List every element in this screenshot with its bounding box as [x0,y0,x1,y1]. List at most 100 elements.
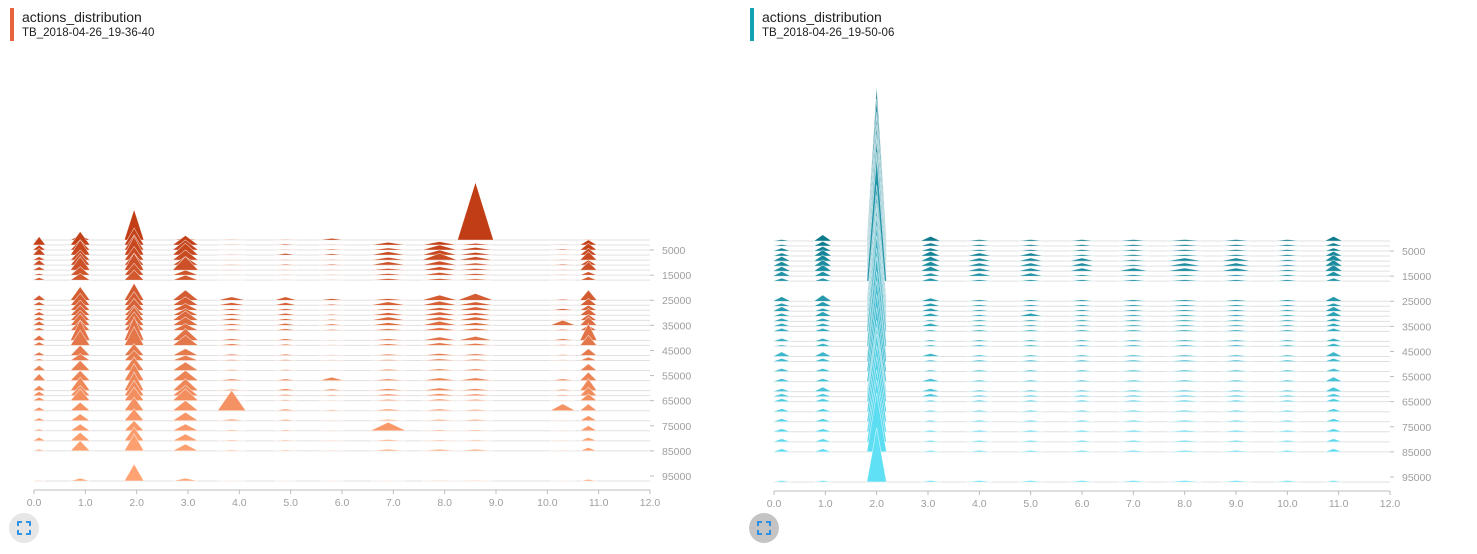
histogram-bin [813,438,832,443]
histogram-bin [772,388,791,392]
histogram-bin [966,450,993,453]
histogram-bin [1324,343,1343,347]
histogram-bin [1017,339,1044,342]
histogram-bin [1274,329,1301,332]
histogram-bin [318,376,345,381]
histogram-card-right: 0.0 1.0 2.0 3.0 4.0 5.0 6.0 7.0 8.0 9.0 10.0 11.0 12… [740,0,1440,554]
histogram-bin [1166,394,1203,397]
histogram-bin [318,263,345,266]
histogram-bin [1220,439,1252,443]
step-tick-label: 35000 [662,320,691,332]
histogram-bin [31,365,47,371]
expand-button[interactable] [9,513,39,543]
histogram-bin [1166,299,1203,302]
histogram-bin [1324,317,1343,322]
histogram-bin [813,408,832,412]
histogram-bin [920,247,941,252]
histogram-bin [1324,351,1343,357]
histogram-bin [1166,279,1203,282]
histogram-bin [966,344,993,347]
histogram-bin [772,252,791,257]
histogram-row [772,152,1390,277]
histogram-bin [1166,257,1203,262]
histogram-bin [1166,244,1203,247]
histogram-bin [1166,309,1203,312]
histogram-bin [1117,359,1149,362]
x-tick-label: 2.0 [869,498,884,510]
histogram-bin [920,419,941,423]
x-tick-label: 10.0 [537,497,558,509]
histogram-bin [457,268,494,271]
histogram-bin [273,296,298,301]
histogram-bin [1166,239,1203,242]
histogram-bin [549,274,576,276]
step-tick-label: 25000 [662,295,691,307]
histogram-bin [318,259,345,261]
histogram-bin [772,277,791,282]
histogram-bin [1166,480,1203,483]
histogram-bin [813,317,832,322]
expand-button[interactable] [749,513,779,543]
histogram-bin [457,328,494,331]
histogram-bin [318,399,345,401]
histogram-bin [217,338,246,341]
x-tick-label: 1.0 [818,498,833,510]
histogram-bin [172,269,199,276]
histogram-bin [421,278,458,281]
histogram-bin [920,359,941,362]
histogram-bin [1220,389,1252,392]
histogram-bin [457,312,494,316]
x-tick-label: 12.0 [1380,498,1401,510]
histogram-bin [920,439,941,443]
histogram-bin [549,329,576,331]
histogram-bin [579,356,597,361]
histogram-bin [579,271,597,276]
histogram-bin [1117,314,1149,317]
histogram-bin [813,307,832,312]
histogram-bin [1117,254,1149,257]
histogram-bin [318,329,345,331]
histogram-bin [1117,394,1149,397]
histogram-bin [171,334,200,346]
histogram-bin [866,427,887,483]
histogram-bin [772,393,791,397]
histogram-bin [273,388,298,391]
histogram-bin [966,304,993,307]
histogram-bin [1274,429,1301,433]
histogram-bin [549,304,576,306]
histogram-bin [1324,438,1343,443]
histogram-bin [370,251,407,256]
histogram-bin [772,256,791,262]
histogram-bin [772,247,791,252]
histogram-bin [172,443,199,452]
step-tick-label: 25000 [1402,296,1431,308]
histogram-bin [1274,314,1301,317]
histogram-bin [812,294,833,302]
x-tick-label: 9.0 [489,497,504,509]
histogram-bin [549,254,576,256]
histogram-bin [1117,319,1149,322]
histogram-bin [1069,254,1095,257]
histogram-bin [457,409,494,411]
histogram-bin [171,411,200,422]
histogram-bin [1324,480,1343,483]
histogram-bin [457,429,494,432]
histogram-bin [1117,409,1149,412]
histogram-bin [1017,439,1044,443]
histogram-bin [772,266,791,272]
histogram-bin [966,389,993,392]
step-tick-label: 45000 [662,345,691,357]
x-tick-label: 5.0 [1023,498,1038,510]
histogram-bin [1017,262,1044,267]
histogram-bin [1166,274,1203,277]
histogram-bin [1274,249,1301,252]
histogram-bin [70,477,91,482]
histogram-bin [966,359,993,362]
histogram-bin [318,298,345,301]
histogram-bin [273,359,298,361]
histogram-bin [217,302,246,306]
x-tick-label: 12.0 [640,497,661,509]
card-header: actions_distribution TB_2018-04-26_19-50… [750,8,894,41]
histogram-bin [920,378,941,382]
histogram-bin [273,249,298,251]
